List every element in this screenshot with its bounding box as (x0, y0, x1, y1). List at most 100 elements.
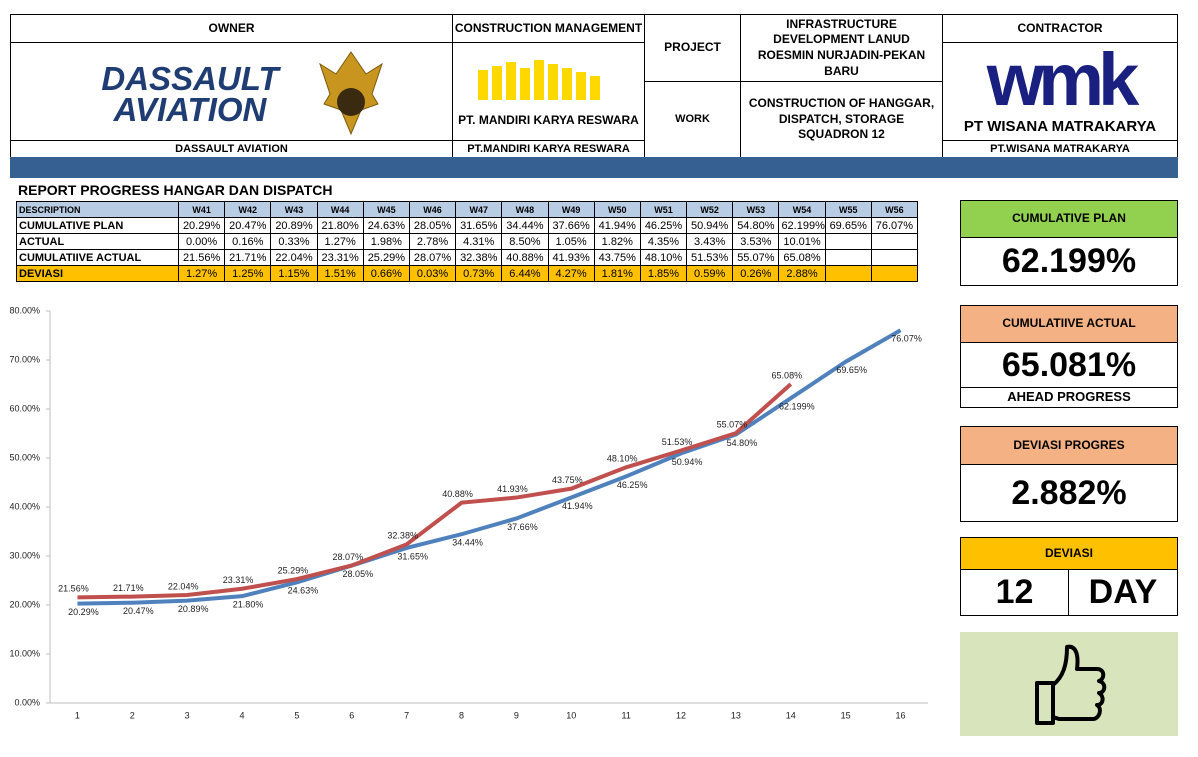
column-header: DESCRIPTION (16, 201, 179, 218)
y-tick-label: 60.00% (9, 403, 40, 413)
data-label: 69.65% (836, 365, 867, 375)
table-cell: 22.04% (270, 249, 318, 266)
data-label: 20.29% (68, 607, 99, 617)
table-cell: 1.27% (177, 265, 226, 282)
data-label: 21.71% (113, 583, 144, 593)
column-header: W41 (177, 201, 226, 218)
x-tick-label: 3 (185, 710, 190, 720)
owner-caption: DASSAULT AVIATION (10, 140, 453, 158)
column-header: W50 (593, 201, 641, 218)
column-header: W49 (547, 201, 595, 218)
contractor-logo-text: PT WISANA MATRAKARYA (963, 118, 1157, 136)
table-cell: 0.73% (455, 265, 503, 282)
table-cell: 20.47% (224, 217, 272, 234)
table-cell: 65.08% (778, 249, 826, 266)
y-tick-label: 40.00% (9, 501, 40, 511)
mandiri-logo (478, 60, 600, 100)
column-header: W43 (270, 201, 318, 218)
table-cell: 1.82% (593, 233, 641, 250)
column-header: W45 (362, 201, 410, 218)
table-cell: 1.25% (224, 265, 272, 282)
panel-title: CUMULATIVE PLAN (960, 200, 1178, 238)
column-header: W52 (686, 201, 734, 218)
data-label: 28.07% (333, 552, 364, 562)
table-row: ACTUAL 0.00% 0.16% 0.33% 1.27% 1.98% 2.78% 4.31… (16, 233, 919, 250)
table-cell: 0.00% (177, 233, 226, 250)
panel-note: AHEAD PROGRESS (960, 387, 1178, 408)
row-label: DEVIASI (16, 265, 179, 282)
table-cell: 0.03% (408, 265, 457, 282)
x-tick-label: 1 (75, 710, 80, 720)
table-row: CUMULATIVE PLAN 20.29% 20.47% 20.89% 21.80% 2… (16, 217, 919, 234)
column-header: W55 (824, 201, 872, 218)
table-cell: 32.38% (455, 249, 503, 266)
table-cell: 28.05% (408, 217, 457, 234)
table-cell: 62.199% (778, 217, 826, 234)
table-cell: 4.35% (639, 233, 688, 250)
data-label: 51.53% (662, 437, 693, 447)
table-cell: 0.33% (270, 233, 318, 250)
data-label: 31.65% (397, 551, 428, 561)
table-cell: 37.66% (547, 217, 595, 234)
table-cell: 1.05% (547, 233, 595, 250)
x-tick-label: 9 (514, 710, 519, 720)
data-label: 43.75% (552, 475, 583, 485)
data-label: 41.94% (562, 501, 593, 511)
data-label: 21.56% (58, 584, 89, 594)
owner-label: OWNER (10, 14, 453, 43)
table-cell (870, 265, 919, 282)
project-text: INFRASTRUCTURE DEVELOPMENT LANUD ROESMIN… (740, 14, 943, 82)
x-tick-label: 11 (622, 710, 631, 720)
x-tick-label: 7 (404, 710, 409, 720)
contractor-caption: PT.WISANA MATRAKARYA (942, 140, 1178, 158)
logo-text: DASSAULT (101, 59, 279, 97)
x-tick-label: 14 (786, 710, 796, 720)
table-cell: 0.26% (732, 265, 780, 282)
table-cell: 2.78% (408, 233, 457, 250)
data-label: 48.10% (607, 454, 638, 464)
contractor-label: CONTRACTOR (942, 14, 1178, 43)
table-cell: 6.44% (501, 265, 549, 282)
table-cell: 1.27% (316, 233, 364, 250)
header-row: DESCRIPTION W41 W42 W43 W44 W45 W46 W47 W48 W49 W5… (16, 201, 919, 218)
data-label: 54.80% (727, 438, 758, 448)
wmk-logo: wmk (986, 38, 1140, 121)
contractor-logo-box (942, 42, 1178, 141)
x-tick-label: 15 (841, 710, 851, 720)
work-label: WORK (644, 81, 741, 158)
table-cell (824, 249, 872, 266)
work-text: CONSTRUCTION OF HANGGAR, DISPATCH, STORA… (740, 81, 943, 158)
series-line (77, 382, 793, 600)
logo-text: AVIATION (113, 91, 267, 128)
table-cell: 40.88% (501, 249, 549, 266)
table-cell (870, 233, 919, 250)
table-cell: 69.65% (824, 217, 872, 234)
data-label: 32.38% (387, 531, 418, 541)
table-cell: 1.81% (593, 265, 641, 282)
y-tick-label: 20.00% (9, 599, 40, 609)
column-header: W54 (778, 201, 826, 218)
y-tick-label: 0.00% (14, 697, 40, 707)
data-label: 25.29% (278, 565, 309, 575)
data-label: 41.93% (497, 484, 528, 494)
data-label: 65.08% (772, 370, 803, 380)
project-label: PROJECT (644, 14, 741, 82)
table-cell (824, 265, 872, 282)
table-cell (870, 249, 919, 266)
data-label: 76.07% (891, 334, 922, 344)
row-label: ACTUAL (16, 233, 179, 250)
panel-title: DEVIASI PROGRES (960, 426, 1178, 465)
data-label: 40.88% (442, 489, 473, 499)
y-tick-label: 70.00% (9, 354, 40, 364)
data-label: 62.199% (779, 402, 815, 412)
column-header: W46 (408, 201, 457, 218)
x-tick-label: 4 (240, 710, 245, 720)
table-cell: 50.94% (686, 217, 734, 234)
table-cell: 0.59% (686, 265, 734, 282)
series-line (77, 328, 902, 606)
report-title: REPORT PROGRESS HANGAR DAN DISPATCH (18, 181, 333, 198)
cm-label: CONSTRUCTION MANAGEMENT (452, 14, 645, 43)
x-tick-label: 5 (294, 710, 299, 720)
panel-value: 62.199% (960, 237, 1178, 286)
